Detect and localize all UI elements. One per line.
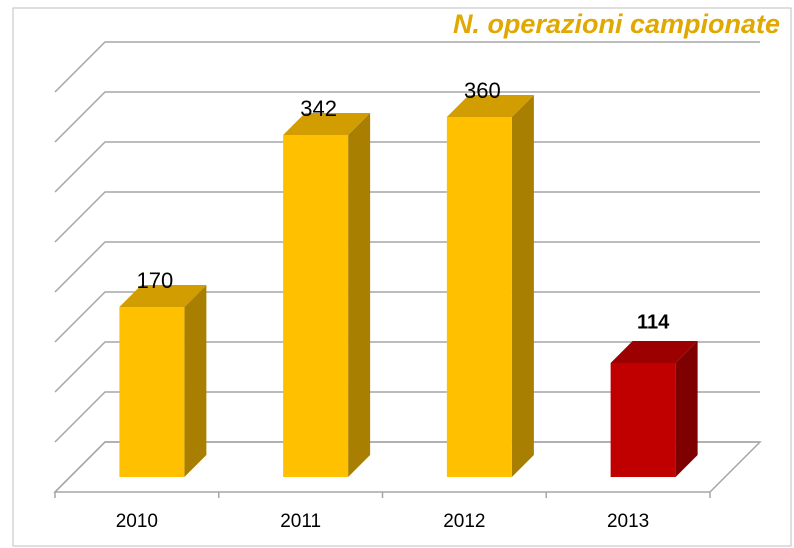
- grid-line: [54, 91, 760, 143]
- bar: [446, 117, 512, 477]
- value-label: 360: [464, 78, 501, 103]
- value-label: 170: [137, 268, 174, 293]
- grid-line: [54, 391, 760, 443]
- grid-line: [54, 141, 760, 193]
- bar-top: [119, 285, 207, 307]
- bar: [119, 307, 185, 477]
- x-tick-label: 2011: [280, 511, 321, 532]
- chart-frame: [12, 7, 792, 547]
- bar-top: [446, 95, 534, 117]
- bar-side: [348, 113, 371, 477]
- grid-line: [54, 441, 760, 493]
- bar-side: [675, 341, 698, 477]
- chart-title: N. operazioni campionate: [453, 9, 780, 39]
- bar-side: [511, 95, 534, 477]
- x-tick-label: 2012: [443, 511, 485, 532]
- grid-line: [54, 191, 760, 243]
- x-tick-label: 2010: [116, 511, 158, 532]
- bar-side: [184, 285, 207, 477]
- x-tick-label: 2013: [607, 511, 649, 532]
- bar-top: [610, 341, 698, 363]
- grid-line: [54, 291, 760, 343]
- bar: [283, 135, 349, 477]
- grid-line: [54, 41, 760, 93]
- bar: [610, 363, 676, 477]
- grid-line: [54, 241, 760, 293]
- value-label: 114: [637, 311, 670, 333]
- value-label: 342: [300, 96, 337, 121]
- grid-line: [54, 341, 760, 393]
- bar-top: [283, 113, 371, 135]
